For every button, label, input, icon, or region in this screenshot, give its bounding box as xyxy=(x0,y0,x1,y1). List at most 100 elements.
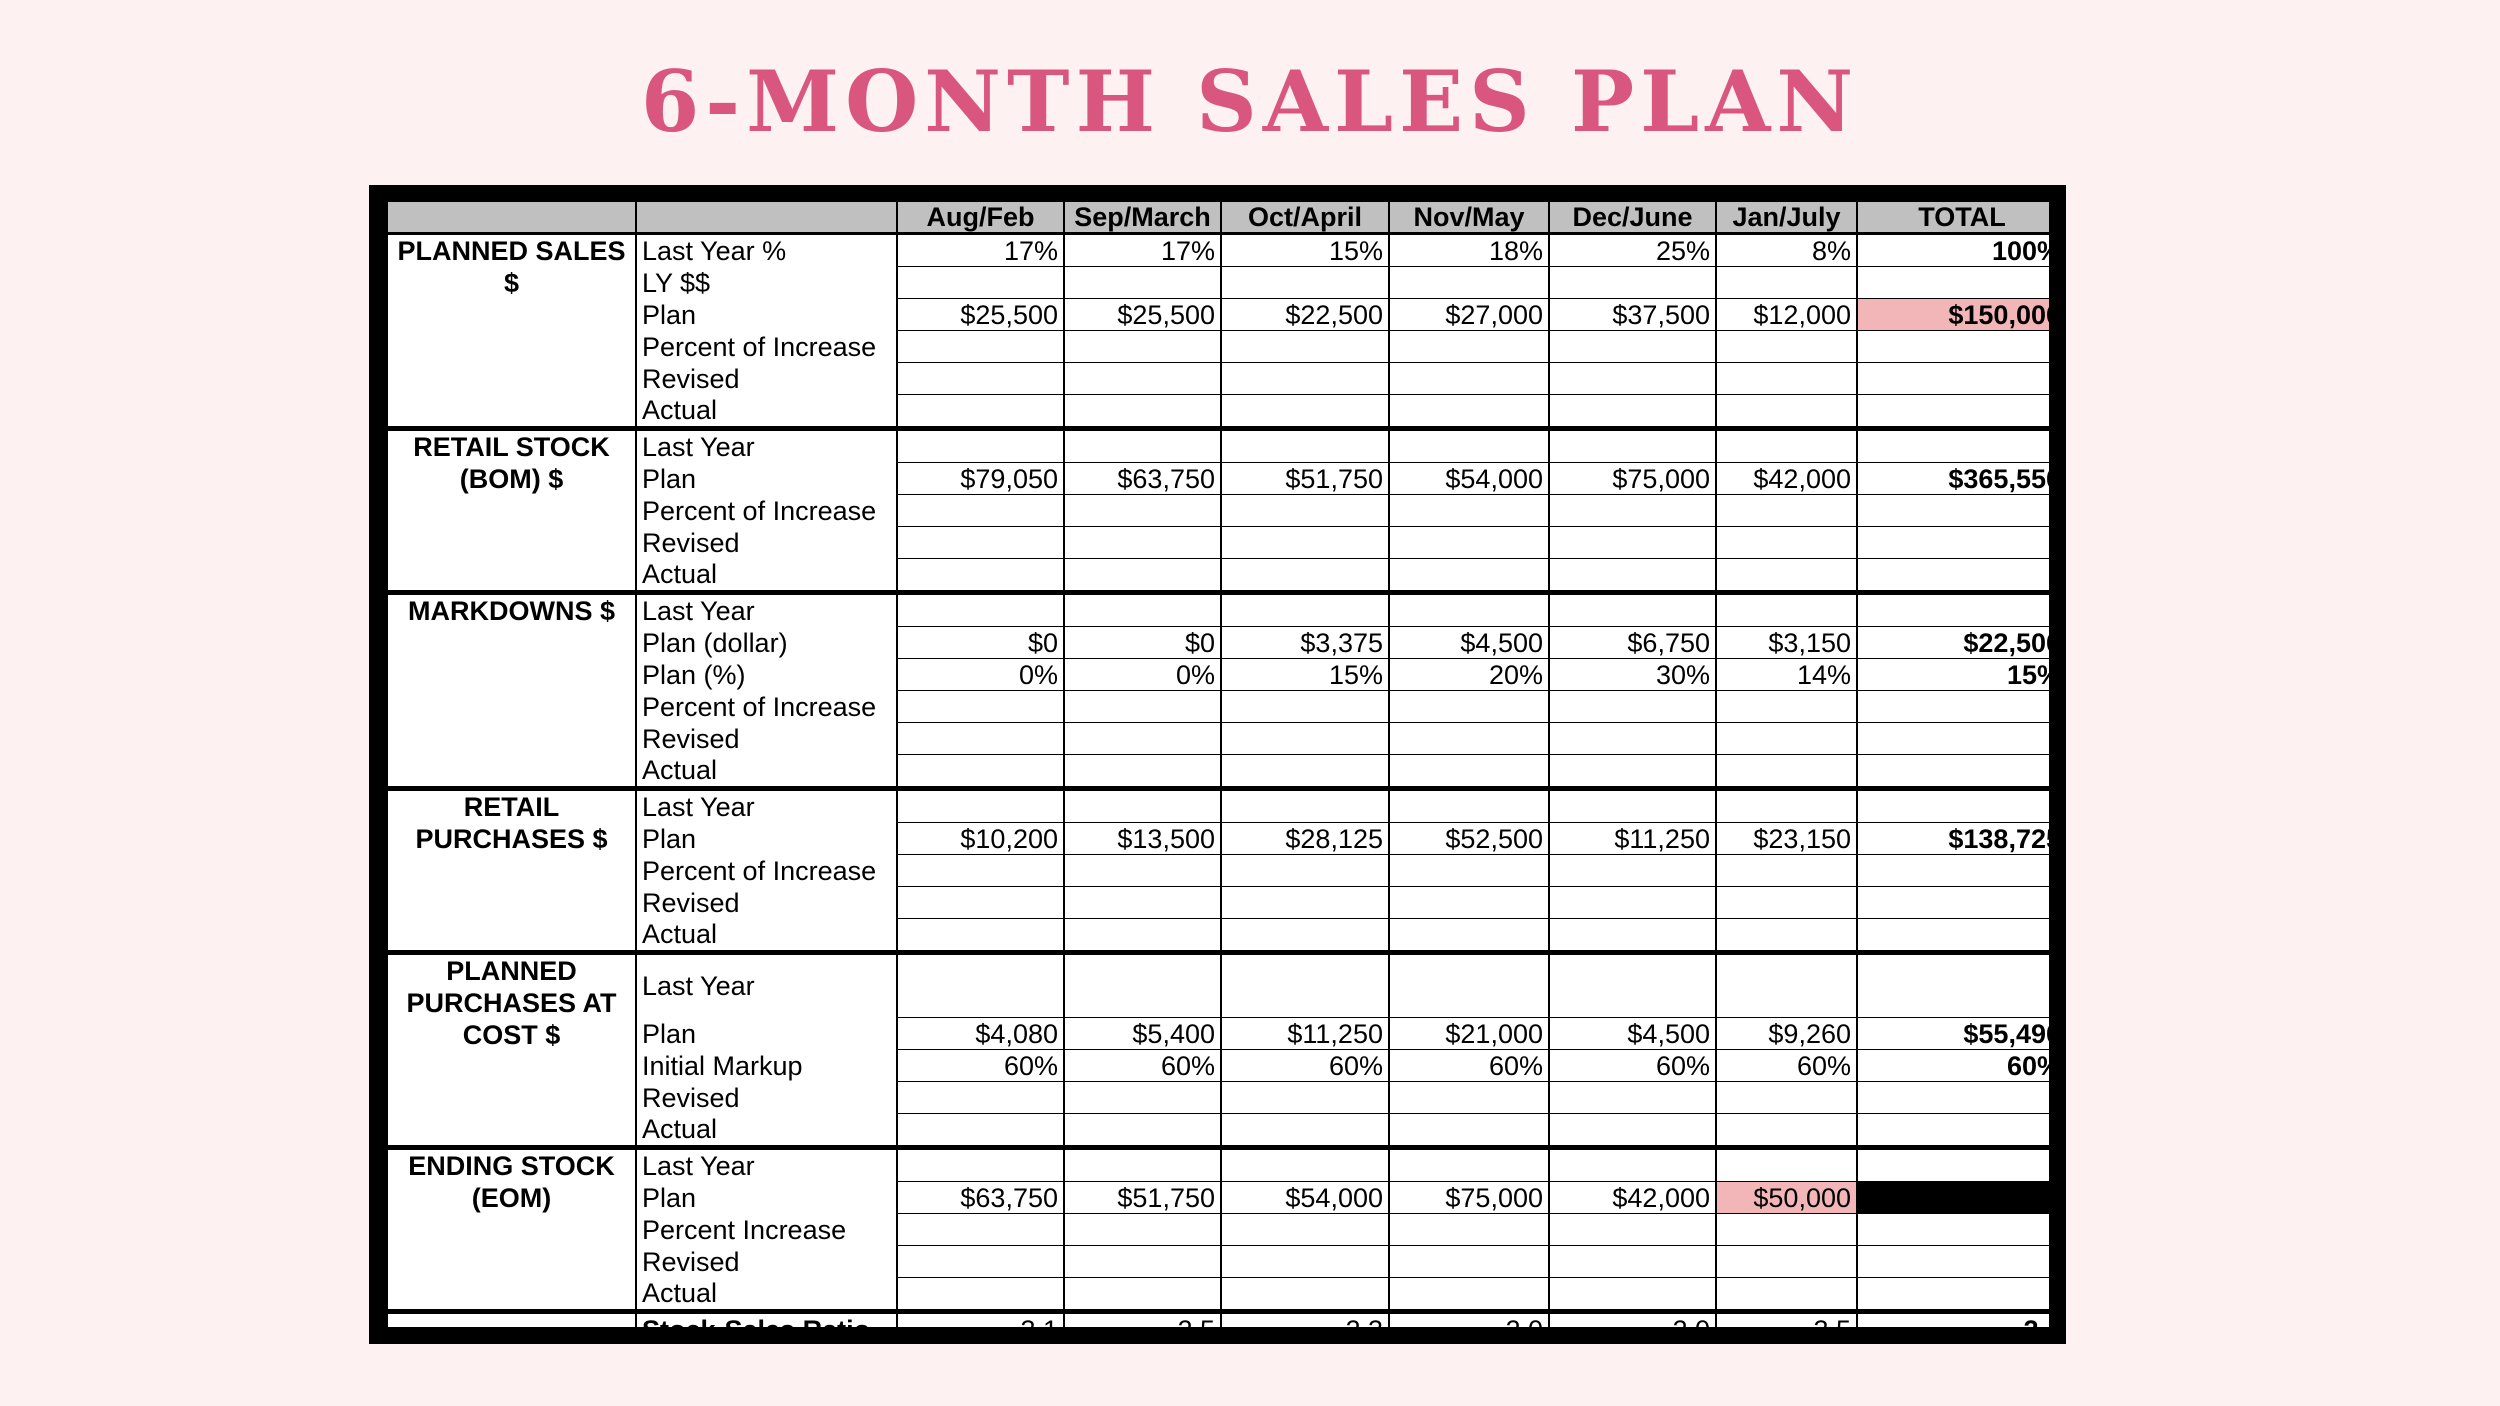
total-cell[interactable]: 60% xyxy=(1856,1049,2049,1082)
value-cell[interactable] xyxy=(896,494,1065,527)
value-cell[interactable] xyxy=(1220,1213,1390,1246)
value-cell[interactable]: $27,000 xyxy=(1388,298,1550,331)
value-cell[interactable] xyxy=(1063,754,1222,791)
value-cell[interactable] xyxy=(1388,1147,1550,1182)
value-cell[interactable] xyxy=(1063,428,1222,463)
value-cell[interactable] xyxy=(1220,592,1390,627)
value-cell[interactable] xyxy=(1220,526,1390,559)
value-cell[interactable]: $4,500 xyxy=(1548,1017,1717,1050)
value-cell[interactable] xyxy=(1220,362,1390,395)
value-cell[interactable] xyxy=(1715,722,1858,755)
value-cell[interactable] xyxy=(1063,558,1222,595)
total-cell[interactable] xyxy=(1856,428,2049,463)
total-cell[interactable] xyxy=(1856,558,2049,595)
value-cell[interactable] xyxy=(1220,722,1390,755)
value-cell[interactable] xyxy=(1715,918,1858,955)
total-cell[interactable] xyxy=(1856,690,2049,723)
value-cell[interactable] xyxy=(1715,558,1858,595)
value-cell[interactable] xyxy=(1388,722,1550,755)
value-cell[interactable] xyxy=(1548,362,1717,395)
value-cell[interactable] xyxy=(1548,1277,1717,1314)
value-cell[interactable] xyxy=(1548,394,1717,431)
value-cell[interactable] xyxy=(1715,854,1858,887)
value-cell[interactable] xyxy=(1220,886,1390,919)
value-cell[interactable] xyxy=(896,1081,1065,1114)
value-cell[interactable] xyxy=(1063,788,1222,823)
value-cell[interactable] xyxy=(1388,1213,1550,1246)
value-cell[interactable] xyxy=(1220,854,1390,887)
value-cell[interactable] xyxy=(1063,362,1222,395)
value-cell[interactable]: 60% xyxy=(1715,1049,1858,1082)
total-cell[interactable] xyxy=(1856,952,2049,1018)
value-cell[interactable] xyxy=(896,394,1065,431)
value-cell[interactable] xyxy=(896,362,1065,395)
value-cell[interactable] xyxy=(1715,1213,1858,1246)
value-cell[interactable] xyxy=(1220,952,1390,1018)
value-cell[interactable] xyxy=(896,918,1065,955)
value-cell[interactable]: 60% xyxy=(1548,1049,1717,1082)
value-cell[interactable]: 17% xyxy=(1063,233,1222,267)
value-cell[interactable] xyxy=(896,330,1065,363)
value-cell[interactable]: 25% xyxy=(1548,233,1717,267)
value-cell[interactable] xyxy=(1220,788,1390,823)
value-cell[interactable] xyxy=(1388,854,1550,887)
value-cell[interactable] xyxy=(1548,1213,1717,1246)
value-cell[interactable] xyxy=(1548,690,1717,723)
total-cell[interactable]: $138,725 xyxy=(1856,822,2049,855)
value-cell[interactable] xyxy=(1548,1081,1717,1114)
value-cell[interactable] xyxy=(1388,266,1550,299)
value-cell[interactable] xyxy=(1388,428,1550,463)
value-cell[interactable] xyxy=(1388,1113,1550,1150)
value-cell[interactable]: 0% xyxy=(1063,658,1222,691)
value-cell[interactable]: $79,050 xyxy=(896,462,1065,495)
value-cell[interactable]: $25,500 xyxy=(1063,298,1222,331)
value-cell[interactable] xyxy=(1063,722,1222,755)
value-cell[interactable] xyxy=(896,1277,1065,1314)
value-cell[interactable]: $6,750 xyxy=(1548,626,1717,659)
value-cell[interactable]: $13,500 xyxy=(1063,822,1222,855)
value-cell[interactable]: $75,000 xyxy=(1548,462,1717,495)
value-cell[interactable] xyxy=(1715,592,1858,627)
value-cell[interactable]: $0 xyxy=(896,626,1065,659)
value-cell[interactable] xyxy=(1548,754,1717,791)
value-cell[interactable] xyxy=(1063,494,1222,527)
total-cell[interactable] xyxy=(1856,494,2049,527)
value-cell[interactable] xyxy=(1715,494,1858,527)
value-cell[interactable] xyxy=(1063,690,1222,723)
value-cell[interactable]: $50,000 xyxy=(1715,1181,1858,1214)
value-cell[interactable]: $51,750 xyxy=(1220,462,1390,495)
value-cell[interactable]: $42,000 xyxy=(1548,1181,1717,1214)
total-cell[interactable] xyxy=(1856,754,2049,791)
value-cell[interactable]: $5,400 xyxy=(1063,1017,1222,1050)
value-cell[interactable] xyxy=(1063,1113,1222,1150)
value-cell[interactable] xyxy=(1388,918,1550,955)
value-cell[interactable] xyxy=(1063,330,1222,363)
value-cell[interactable]: 20% xyxy=(1388,658,1550,691)
value-cell[interactable] xyxy=(1715,330,1858,363)
value-cell[interactable] xyxy=(1715,394,1858,431)
value-cell[interactable] xyxy=(1220,330,1390,363)
value-cell[interactable] xyxy=(896,1213,1065,1246)
value-cell[interactable] xyxy=(1548,558,1717,595)
value-cell[interactable] xyxy=(1063,592,1222,627)
value-cell[interactable] xyxy=(1715,1081,1858,1114)
value-cell[interactable] xyxy=(1388,394,1550,431)
value-cell[interactable] xyxy=(1220,754,1390,791)
value-cell[interactable] xyxy=(1548,918,1717,955)
value-cell[interactable]: 8% xyxy=(1715,233,1858,267)
value-cell[interactable] xyxy=(1715,428,1858,463)
value-cell[interactable] xyxy=(896,952,1065,1018)
total-cell[interactable]: $55,490 xyxy=(1856,1017,2049,1050)
value-cell[interactable]: 3.5 xyxy=(1715,1311,1858,1327)
value-cell[interactable] xyxy=(1548,1113,1717,1150)
total-cell[interactable] xyxy=(1856,394,2049,431)
value-cell[interactable] xyxy=(1388,690,1550,723)
value-cell[interactable]: 2.0 xyxy=(1388,1311,1550,1327)
value-cell[interactable] xyxy=(1548,886,1717,919)
value-cell[interactable]: $63,750 xyxy=(1063,462,1222,495)
value-cell[interactable] xyxy=(1063,952,1222,1018)
value-cell[interactable] xyxy=(896,722,1065,755)
value-cell[interactable] xyxy=(896,690,1065,723)
value-cell[interactable] xyxy=(1715,952,1858,1018)
value-cell[interactable] xyxy=(896,592,1065,627)
